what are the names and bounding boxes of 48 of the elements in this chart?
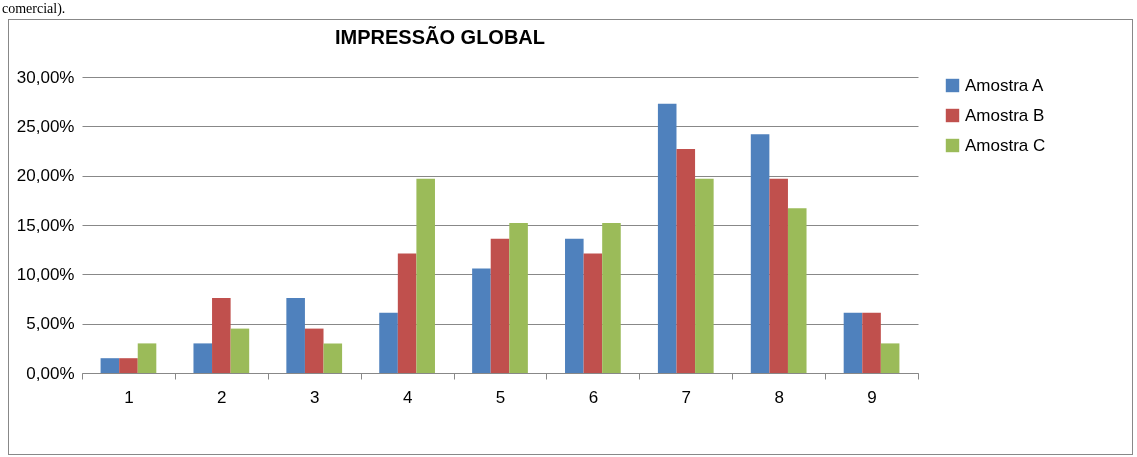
bar bbox=[769, 178, 788, 373]
chart-title: IMPRESSÃO GLOBAL bbox=[334, 26, 546, 48]
bar bbox=[862, 312, 881, 373]
bar bbox=[583, 253, 603, 373]
y-tick-label: 20,00% bbox=[16, 166, 75, 186]
bar bbox=[379, 312, 398, 373]
legend-label: Amostra C bbox=[965, 135, 1046, 155]
x-tick-label: 3 bbox=[309, 387, 320, 407]
bar bbox=[397, 253, 417, 373]
y-tick-label: 15,00% bbox=[16, 215, 75, 235]
x-tick-label: 1 bbox=[124, 387, 134, 407]
bar bbox=[490, 238, 510, 373]
bar bbox=[193, 343, 213, 373]
x-tick-label: 6 bbox=[588, 387, 599, 407]
bar bbox=[787, 208, 807, 373]
bar bbox=[509, 223, 528, 373]
bar bbox=[750, 134, 770, 373]
bar bbox=[657, 103, 677, 373]
x-tick-label: 8 bbox=[774, 387, 784, 407]
bar bbox=[565, 238, 584, 373]
bar bbox=[100, 358, 120, 373]
bar bbox=[137, 343, 157, 373]
bar bbox=[119, 358, 138, 373]
bar bbox=[472, 268, 491, 373]
bar bbox=[602, 223, 621, 373]
bar bbox=[676, 149, 696, 373]
bar bbox=[416, 178, 435, 373]
bar bbox=[843, 312, 863, 373]
legend-label: Amostra B bbox=[965, 105, 1045, 125]
bar bbox=[230, 328, 250, 373]
bar bbox=[304, 328, 324, 373]
bar bbox=[323, 343, 343, 373]
legend-label: Amostra A bbox=[965, 75, 1045, 95]
x-tick-label: 5 bbox=[495, 387, 506, 407]
x-tick-label: 7 bbox=[681, 387, 692, 407]
x-tick-label: 9 bbox=[867, 387, 877, 407]
bar bbox=[695, 178, 714, 373]
y-tick-label: 25,00% bbox=[16, 116, 75, 136]
bar bbox=[880, 343, 900, 373]
x-tick-label: 2 bbox=[217, 387, 227, 407]
y-tick-label: 0,00% bbox=[26, 363, 75, 383]
text: comercial). bbox=[1, 0, 67, 18]
y-tick-label: 5,00% bbox=[26, 314, 75, 334]
y-tick-label: 30,00% bbox=[16, 67, 75, 87]
y-tick-label: 10,00% bbox=[16, 264, 75, 284]
bar bbox=[286, 298, 305, 373]
bar bbox=[212, 298, 231, 373]
x-tick-label: 4 bbox=[402, 387, 413, 407]
